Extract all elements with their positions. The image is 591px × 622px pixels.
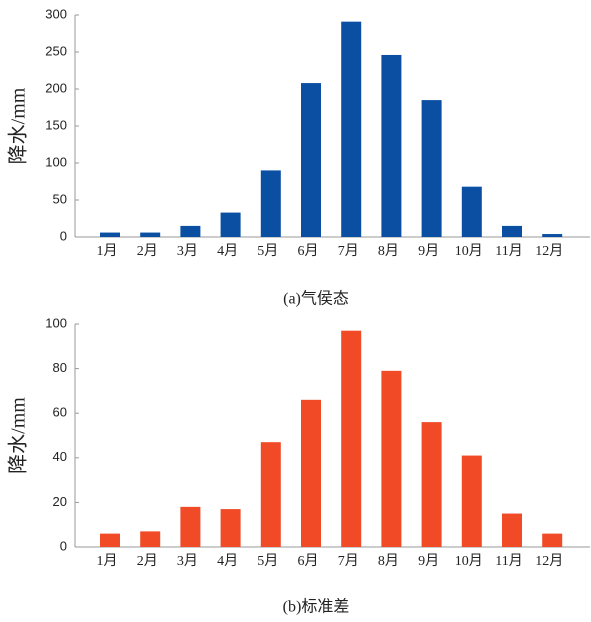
y-axis-label: 降水/mm (7, 397, 30, 474)
x-tick-label: 6月 (298, 243, 319, 259)
x-tick-label: 11月 (495, 243, 522, 259)
x-tick-label: 3月 (177, 243, 198, 259)
y-axis-label: 降水/mm (7, 87, 30, 164)
y-tick-label: 60 (53, 405, 67, 420)
bar (381, 370, 402, 547)
bar (220, 212, 241, 237)
y-tick-label: 200 (45, 80, 67, 95)
y-tick-label: 100 (45, 315, 67, 330)
bar (260, 170, 281, 237)
chart-title: (a)气侯态 (283, 290, 349, 308)
x-tick-label: 12月 (535, 553, 563, 569)
x-tick-label: 1月 (97, 553, 118, 569)
y-tick-label: 20 (53, 494, 67, 509)
y-tick-label: 50 (53, 191, 67, 206)
x-tick-label: 7月 (338, 553, 359, 569)
bar (100, 232, 120, 237)
x-tick-label: 5月 (257, 243, 278, 259)
bar (180, 225, 201, 237)
bar (341, 21, 362, 237)
bar (100, 533, 120, 547)
chart-title: (b)标准差 (283, 598, 350, 616)
y-tick-label: 300 (45, 6, 67, 21)
x-tick-label: 3月 (177, 553, 198, 569)
bar (461, 455, 482, 547)
bar (180, 506, 201, 547)
y-tick-label: 150 (45, 117, 67, 132)
y-tick-label: 250 (45, 43, 67, 58)
bar (421, 100, 442, 237)
bar (341, 330, 362, 547)
x-tick-label: 9月 (418, 553, 439, 569)
y-tick-label: 0 (60, 538, 67, 553)
x-tick-label: 8月 (378, 243, 399, 259)
x-tick-label: 5月 (257, 553, 278, 569)
x-tick-label: 6月 (298, 553, 319, 569)
bar (140, 531, 161, 547)
bar (220, 509, 241, 547)
x-tick-label: 4月 (217, 553, 238, 569)
x-tick-label: 9月 (418, 243, 439, 259)
bar (301, 83, 321, 237)
x-tick-label: 7月 (338, 243, 359, 259)
bar (502, 513, 522, 547)
bar (140, 232, 161, 237)
bar (502, 225, 522, 237)
y-tick-label: 80 (53, 360, 67, 375)
bar (381, 54, 402, 238)
y-tick-label: 0 (60, 228, 67, 243)
x-tick-label: 11月 (495, 553, 522, 569)
bar (461, 186, 482, 237)
bar (542, 234, 563, 237)
bar (301, 399, 321, 547)
x-tick-label: 8月 (378, 553, 399, 569)
x-tick-label: 10月 (455, 553, 483, 569)
x-tick-label: 12月 (535, 243, 563, 259)
y-tick-label: 100 (45, 154, 67, 169)
x-tick-label: 10月 (455, 243, 483, 259)
bar (542, 533, 563, 547)
bar (260, 442, 281, 547)
x-tick-label: 4月 (217, 243, 238, 259)
x-tick-label: 1月 (97, 243, 118, 259)
y-tick-label: 40 (53, 449, 67, 464)
bar (421, 422, 442, 547)
x-tick-label: 2月 (137, 553, 158, 569)
x-tick-label: 2月 (137, 243, 158, 259)
